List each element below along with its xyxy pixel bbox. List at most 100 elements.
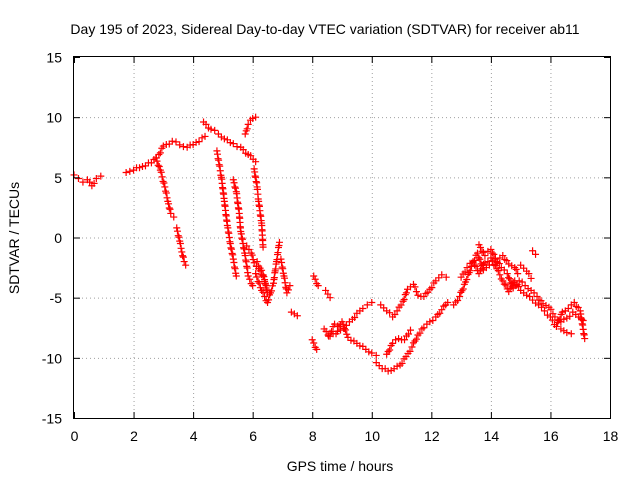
data-point-marker: [174, 232, 182, 240]
data-point-marker: [326, 294, 334, 302]
data-point-marker: [232, 184, 240, 192]
data-point-marker: [195, 138, 203, 146]
data-point-marker: [314, 282, 322, 290]
data-point-marker: [175, 233, 183, 241]
data-point-marker: [395, 335, 403, 343]
data-point-marker: [521, 282, 529, 290]
data-point-marker: [163, 194, 171, 202]
data-point-marker: [505, 288, 513, 296]
x-tick-label: 2: [130, 428, 138, 444]
data-point-marker: [494, 267, 502, 275]
data-point-marker: [523, 291, 531, 299]
data-point-marker: [426, 318, 434, 326]
data-point-marker: [429, 317, 437, 325]
data-point-marker: [245, 246, 253, 254]
data-point-marker: [97, 172, 105, 180]
data-point-marker: [479, 248, 487, 256]
data-point-marker: [414, 291, 422, 299]
data-point-marker: [152, 154, 160, 162]
plot-frame: [73, 56, 611, 419]
x-tick-label: 12: [424, 428, 440, 444]
data-point-marker: [463, 264, 471, 272]
data-point-marker: [226, 139, 234, 147]
data-point-marker: [157, 168, 165, 176]
data-point-marker: [471, 261, 479, 269]
data-point-marker: [490, 261, 498, 269]
data-point-marker: [253, 258, 261, 266]
data-point-marker: [255, 262, 263, 270]
data-point-marker: [158, 173, 166, 181]
x-tick-label: 4: [190, 428, 198, 444]
data-point-marker: [250, 259, 258, 267]
data-point-marker: [488, 249, 496, 257]
data-point-marker: [552, 323, 560, 331]
data-point-marker: [160, 179, 168, 187]
data-point-marker: [393, 362, 401, 370]
data-point-marker: [499, 277, 507, 285]
data-point-marker: [176, 141, 184, 149]
data-point-marker: [159, 177, 167, 185]
data-point-marker: [74, 175, 82, 183]
data-point-marker: [481, 252, 489, 260]
x-tick-label: 6: [249, 428, 257, 444]
x-tick-label: 14: [484, 428, 500, 444]
data-point-marker: [229, 176, 237, 184]
x-tick-label: 16: [543, 428, 559, 444]
y-tick-label: -10: [42, 350, 62, 366]
data-point-marker: [389, 339, 397, 347]
data-point-marker: [261, 292, 269, 300]
x-axis-label: GPS time / hours: [287, 458, 394, 474]
data-point-marker: [284, 286, 292, 294]
data-point-marker: [411, 283, 419, 291]
data-point-marker: [511, 277, 519, 285]
data-point-marker: [475, 270, 483, 278]
data-point-marker: [211, 126, 219, 134]
data-point-marker: [456, 292, 464, 300]
data-point-marker: [412, 288, 420, 296]
data-point-marker: [179, 253, 187, 261]
data-point-marker: [351, 314, 359, 322]
data-point-marker: [232, 272, 240, 280]
data-point-marker: [461, 268, 469, 276]
data-point-marker: [508, 283, 516, 291]
data-point-marker: [515, 283, 523, 291]
data-point-marker: [359, 342, 367, 350]
data-point-marker: [201, 132, 209, 140]
data-point-marker: [261, 277, 269, 285]
data-point-marker: [514, 270, 522, 278]
data-point-marker: [122, 169, 130, 177]
y-tick-label: -5: [50, 290, 63, 306]
data-point-marker: [412, 335, 420, 343]
data-point-marker: [525, 270, 533, 278]
data-point-marker: [548, 316, 556, 324]
data-point-marker: [406, 347, 414, 355]
data-point-marker: [454, 296, 462, 304]
data-point-marker: [308, 336, 316, 344]
data-point-marker: [161, 183, 169, 191]
data-point-marker: [252, 270, 260, 278]
data-point-marker: [126, 167, 134, 175]
data-point-marker: [92, 175, 100, 183]
data-point-marker: [386, 309, 394, 317]
data-point-marker: [386, 346, 394, 354]
data-point-marker: [558, 308, 566, 316]
data-point-marker: [517, 261, 525, 269]
data-point-marker: [476, 266, 484, 274]
data-point-marker: [153, 157, 161, 165]
data-point-marker: [435, 274, 443, 282]
data-point-marker: [248, 251, 256, 259]
data-point-marker: [310, 272, 318, 280]
x-tick-label: 18: [603, 428, 619, 444]
data-point-marker: [496, 271, 504, 279]
data-point-marker: [155, 163, 163, 171]
data-point-marker: [380, 304, 388, 312]
y-tick-label: 0: [54, 230, 62, 246]
data-point-marker: [459, 285, 467, 293]
data-point-marker: [526, 292, 534, 300]
data-point-marker: [243, 242, 251, 250]
data-point-marker: [416, 329, 424, 337]
data-point-marker: [563, 329, 571, 337]
data-point-marker: [246, 275, 254, 283]
data-point-marker: [356, 342, 364, 350]
